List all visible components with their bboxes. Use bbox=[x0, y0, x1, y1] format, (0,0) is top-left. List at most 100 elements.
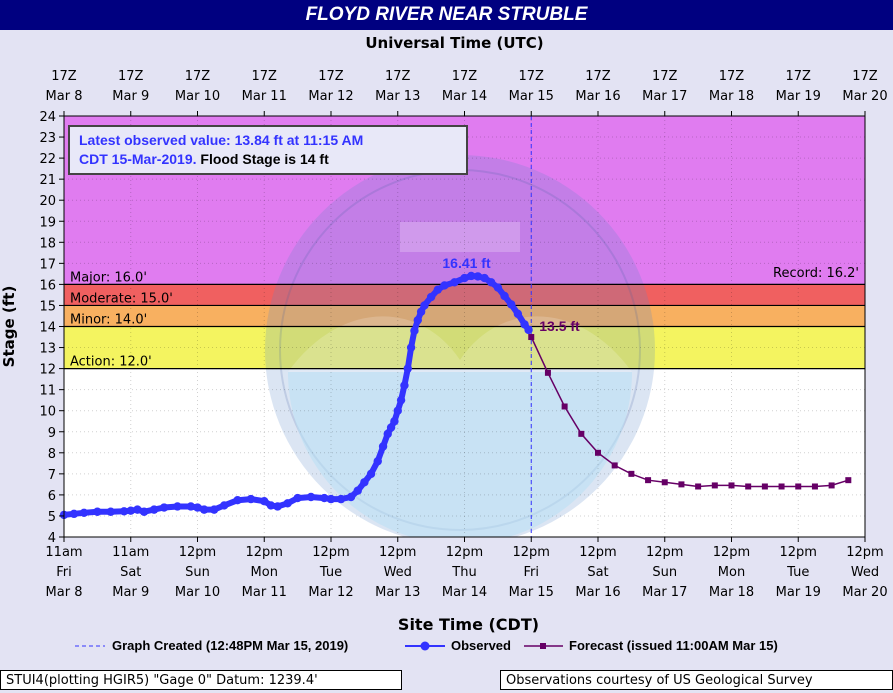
flood-label-bg bbox=[65, 290, 188, 305]
observed-point bbox=[416, 307, 426, 316]
flood-label-bg bbox=[65, 353, 172, 368]
forecast-point bbox=[761, 483, 768, 490]
bottom-tick-time: 12pm bbox=[446, 545, 483, 560]
flood-band-action bbox=[64, 326, 865, 369]
observed-point bbox=[473, 272, 483, 281]
observed-point bbox=[426, 292, 436, 302]
observed-point bbox=[336, 494, 346, 504]
observed-point bbox=[373, 457, 382, 466]
y-tick-label: 5 bbox=[48, 510, 56, 525]
bottom-tick-date: Mar 10 bbox=[175, 585, 220, 600]
y-axis-title: Stage (ft) bbox=[0, 286, 18, 368]
bottom-tick-day: Tue bbox=[786, 565, 809, 580]
observed-point bbox=[378, 442, 388, 451]
bottom-tick-date: Mar 8 bbox=[46, 585, 83, 600]
observed-point bbox=[133, 505, 142, 514]
bottom-tick-date: Mar 17 bbox=[642, 585, 687, 600]
observed-point bbox=[440, 281, 449, 290]
y-tick-label: 7 bbox=[48, 468, 56, 483]
legend-forecast-swatch bbox=[540, 643, 546, 649]
forecast-start-label: 13.5 ft bbox=[539, 318, 580, 334]
observed-point bbox=[233, 495, 242, 505]
y-tick-label: 16 bbox=[39, 278, 56, 293]
flood-band-minor bbox=[64, 305, 865, 327]
top-tick-label: 17Z bbox=[519, 69, 545, 84]
chart-title: FLOYD RIVER NEAR STRUBLE bbox=[0, 0, 893, 30]
observed-point bbox=[460, 273, 469, 283]
y-tick-label: 13 bbox=[39, 342, 56, 357]
top-tick-label: 17Z bbox=[252, 69, 278, 84]
legend-observed-swatch bbox=[420, 641, 430, 651]
top-tick-label: 17Z bbox=[185, 69, 211, 84]
observed-point bbox=[413, 315, 422, 325]
flood-label-bg bbox=[65, 269, 164, 284]
observed-point bbox=[480, 273, 489, 283]
bottom-tick-date: Mar 11 bbox=[242, 585, 287, 600]
observed-point bbox=[260, 497, 269, 506]
forecast-point bbox=[595, 449, 601, 456]
forecast-point bbox=[711, 482, 718, 489]
y-tick-label: 11 bbox=[39, 384, 56, 399]
y-tick-label: 14 bbox=[39, 321, 56, 336]
flood-label-bg bbox=[65, 311, 164, 326]
forecast-point bbox=[811, 483, 818, 490]
flood-stage-label-moderate: Moderate: 15.0' bbox=[70, 291, 173, 306]
bottom-tick-date: Mar 16 bbox=[575, 585, 620, 600]
y-tick-label: 19 bbox=[39, 215, 56, 230]
top-tick-date: Mar 8 bbox=[46, 89, 83, 104]
observed-point bbox=[79, 508, 89, 517]
observed-point bbox=[450, 278, 459, 287]
forecast-point bbox=[778, 483, 785, 490]
forecast-point bbox=[528, 334, 535, 341]
top-tick-label: 17Z bbox=[51, 69, 77, 84]
latest-observation-text: Latest observed value: 13.84 ft at 11:15… bbox=[79, 132, 363, 148]
observed-point bbox=[403, 364, 412, 373]
y-tick-label: 15 bbox=[39, 299, 56, 314]
observed-point bbox=[410, 326, 419, 335]
y-tick-label: 4 bbox=[48, 531, 56, 546]
top-tick-date: Mar 12 bbox=[308, 89, 353, 104]
bottom-tick-time: 12pm bbox=[780, 545, 817, 560]
bottom-tick-time: 12pm bbox=[579, 545, 616, 560]
bottom-tick-date: Mar 12 bbox=[308, 585, 353, 600]
bottom-tick-time: 12pm bbox=[179, 545, 216, 560]
observed-point bbox=[433, 285, 442, 294]
observed-point bbox=[306, 492, 316, 502]
top-tick-label: 17Z bbox=[852, 69, 878, 84]
bottom-tick-time: 12pm bbox=[246, 545, 283, 560]
bottom-tick-date: Mar 9 bbox=[112, 585, 149, 600]
y-tick-label: 12 bbox=[39, 363, 56, 378]
observed-point bbox=[383, 429, 392, 439]
y-tick-label: 8 bbox=[48, 447, 56, 462]
observed-point bbox=[493, 283, 503, 292]
legend-forecast-label: Forecast (issued 11:00AM Mar 15) bbox=[569, 638, 778, 653]
observed-point bbox=[386, 423, 396, 432]
forecast-point bbox=[561, 403, 568, 410]
forecast-point bbox=[845, 477, 852, 484]
observed-point bbox=[149, 505, 159, 514]
y-tick-label: 20 bbox=[39, 194, 56, 209]
observed-point bbox=[393, 406, 402, 415]
noaa-watermark bbox=[265, 155, 655, 537]
observed-point bbox=[93, 507, 102, 516]
bottom-tick-date: Mar 14 bbox=[442, 585, 487, 600]
observed-point bbox=[193, 503, 202, 512]
top-tick-date: Mar 13 bbox=[375, 89, 420, 104]
observed-point bbox=[353, 486, 362, 495]
observed-point bbox=[320, 493, 329, 503]
observed-point bbox=[119, 507, 129, 516]
bottom-tick-time: 12pm bbox=[513, 545, 550, 560]
record-stage-label: Record: 16.2' bbox=[773, 266, 859, 281]
observed-point bbox=[283, 499, 292, 508]
bottom-tick-day: Tue bbox=[319, 565, 342, 580]
forecast-point bbox=[578, 430, 585, 437]
flood-stage-label-minor: Minor: 14.0' bbox=[70, 313, 147, 328]
observed-point bbox=[390, 417, 399, 426]
y-tick-label: 10 bbox=[39, 405, 56, 420]
observed-point bbox=[346, 492, 356, 502]
top-tick-date: Mar 11 bbox=[242, 89, 287, 104]
observed-point bbox=[326, 494, 336, 504]
forecast-point bbox=[544, 369, 551, 376]
